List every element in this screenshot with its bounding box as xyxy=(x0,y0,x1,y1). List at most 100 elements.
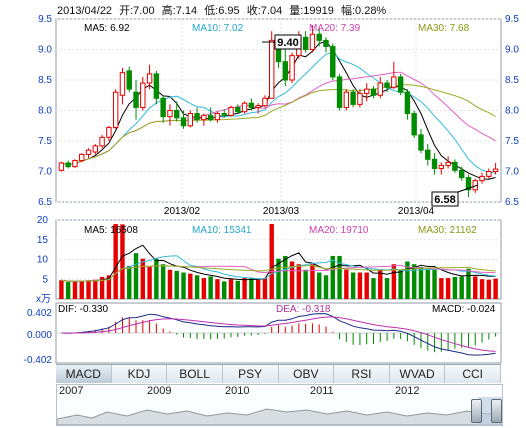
high-marker-label: 9.40 xyxy=(277,37,298,49)
date-tick-feb: 2013/02 xyxy=(164,206,201,217)
candle-body xyxy=(133,91,139,108)
stock-chart[interactable]: MA5: 6.92 MA10: 7.02 MA20: 7.39 MA30: 7.… xyxy=(0,0,526,364)
candle-body xyxy=(465,177,472,191)
candle-body xyxy=(72,160,78,168)
vol-ma5-line xyxy=(61,244,496,282)
price-ma20-label: MA20: 7.39 xyxy=(309,23,361,34)
candle-body xyxy=(140,82,146,108)
volume-bar xyxy=(350,272,356,299)
dif-line xyxy=(61,313,496,356)
candle-body xyxy=(282,61,288,81)
vol-ma20-label: MA20: 19710 xyxy=(309,225,369,236)
navigator-years: 2007 2009 2010 2011 2012 xyxy=(57,385,502,397)
quote-volume: 量:19919 xyxy=(289,5,334,17)
navigator-overview xyxy=(57,397,502,425)
volume-bar xyxy=(330,255,335,299)
candle-body xyxy=(397,76,404,93)
volume-bar xyxy=(371,278,376,299)
tab-wvad[interactable]: WVAD xyxy=(389,365,446,383)
tab-psy[interactable]: PSY xyxy=(222,365,279,383)
volume-bar xyxy=(86,280,91,299)
candle-body xyxy=(221,113,227,116)
price-ytick-right: 9.5 xyxy=(505,14,519,25)
volume-bar xyxy=(79,280,84,299)
volume-bar xyxy=(228,279,234,299)
year-label: 2010 xyxy=(225,385,250,397)
candle-body xyxy=(58,162,65,171)
navigator-left-handle[interactable] xyxy=(471,399,482,423)
year-label: 2012 xyxy=(395,385,420,397)
volume-bar xyxy=(201,278,207,299)
quote-high: 高:7.14 xyxy=(161,5,198,17)
volume-bar xyxy=(154,258,159,299)
volume-bar xyxy=(418,267,424,299)
candle-body xyxy=(391,76,397,88)
candle-body xyxy=(180,117,187,127)
volume-bar xyxy=(425,269,430,299)
volume-bar xyxy=(473,276,478,299)
volume-bar xyxy=(357,272,363,299)
candle-body xyxy=(112,91,119,129)
tab-boll[interactable]: BOLL xyxy=(167,365,223,383)
candle-body xyxy=(350,91,356,105)
candle-body xyxy=(404,91,411,115)
volume-bar xyxy=(296,264,302,299)
volume-bar xyxy=(405,261,410,299)
candle-body xyxy=(323,39,329,47)
candle-body xyxy=(425,149,431,160)
navigator-area xyxy=(57,408,502,425)
candle-body xyxy=(438,164,445,169)
candle-body xyxy=(479,175,485,182)
tab-macd[interactable]: MACD xyxy=(56,365,112,383)
candle-body xyxy=(486,171,492,177)
tab-obv[interactable]: OBV xyxy=(278,365,335,383)
macd-ytick-top: 0.402 xyxy=(27,308,52,319)
candle-body xyxy=(458,169,465,179)
price-ytick-right: 7.0 xyxy=(505,167,519,178)
tab-kdj[interactable]: KDJ xyxy=(111,365,168,383)
volume-bar xyxy=(215,279,220,299)
candle-body xyxy=(214,113,221,121)
time-navigator[interactable]: 2007 2009 2010 2011 2012 xyxy=(56,384,503,426)
quote-open: 开:7.00 xyxy=(119,5,155,17)
date-tick-apr: 2013/04 xyxy=(398,206,435,217)
candle-body xyxy=(269,39,275,99)
candle-body xyxy=(384,82,390,88)
tab-cci[interactable]: CCI xyxy=(445,365,501,383)
volume-bar xyxy=(276,258,281,299)
volume-bar xyxy=(439,278,444,299)
candle-body xyxy=(79,153,85,162)
price-ma5-label: MA5: 6.92 xyxy=(84,23,130,34)
candle-body xyxy=(302,36,309,50)
volume-bar xyxy=(303,269,308,299)
volume-bar xyxy=(378,269,383,299)
volume-bar xyxy=(120,224,125,299)
volume-bar xyxy=(337,255,342,299)
volume-bar xyxy=(364,272,369,299)
candle-body xyxy=(255,105,261,108)
candle-body xyxy=(99,136,105,147)
navigator-right-handle[interactable] xyxy=(491,399,502,423)
ma30-line xyxy=(61,84,496,166)
volume-bar xyxy=(174,270,179,299)
volume-bar xyxy=(283,255,288,299)
candle-body xyxy=(85,149,92,155)
candle-body xyxy=(363,88,370,94)
price-ytick-right: 8.0 xyxy=(505,106,519,117)
quote-header: 2013/04/22 开:7.00 高:7.14 低:6.95 收:7.04 量… xyxy=(57,2,390,18)
macd-ytick-zero: 0.000 xyxy=(27,330,52,341)
price-ytick-right: 9.0 xyxy=(505,45,519,56)
tab-rsi[interactable]: RSI xyxy=(334,365,390,383)
volume-bar xyxy=(289,261,295,299)
candle-body xyxy=(336,76,343,108)
year-label: 2007 xyxy=(59,385,84,397)
candle-body xyxy=(65,162,71,168)
volume-bar xyxy=(235,280,240,299)
candle-body xyxy=(241,102,248,113)
candle-body xyxy=(370,88,377,96)
volume-bar xyxy=(269,223,274,299)
candle-body xyxy=(445,161,451,166)
dea-line xyxy=(61,316,496,352)
candle-body xyxy=(377,82,383,96)
volume-bar xyxy=(242,278,247,299)
